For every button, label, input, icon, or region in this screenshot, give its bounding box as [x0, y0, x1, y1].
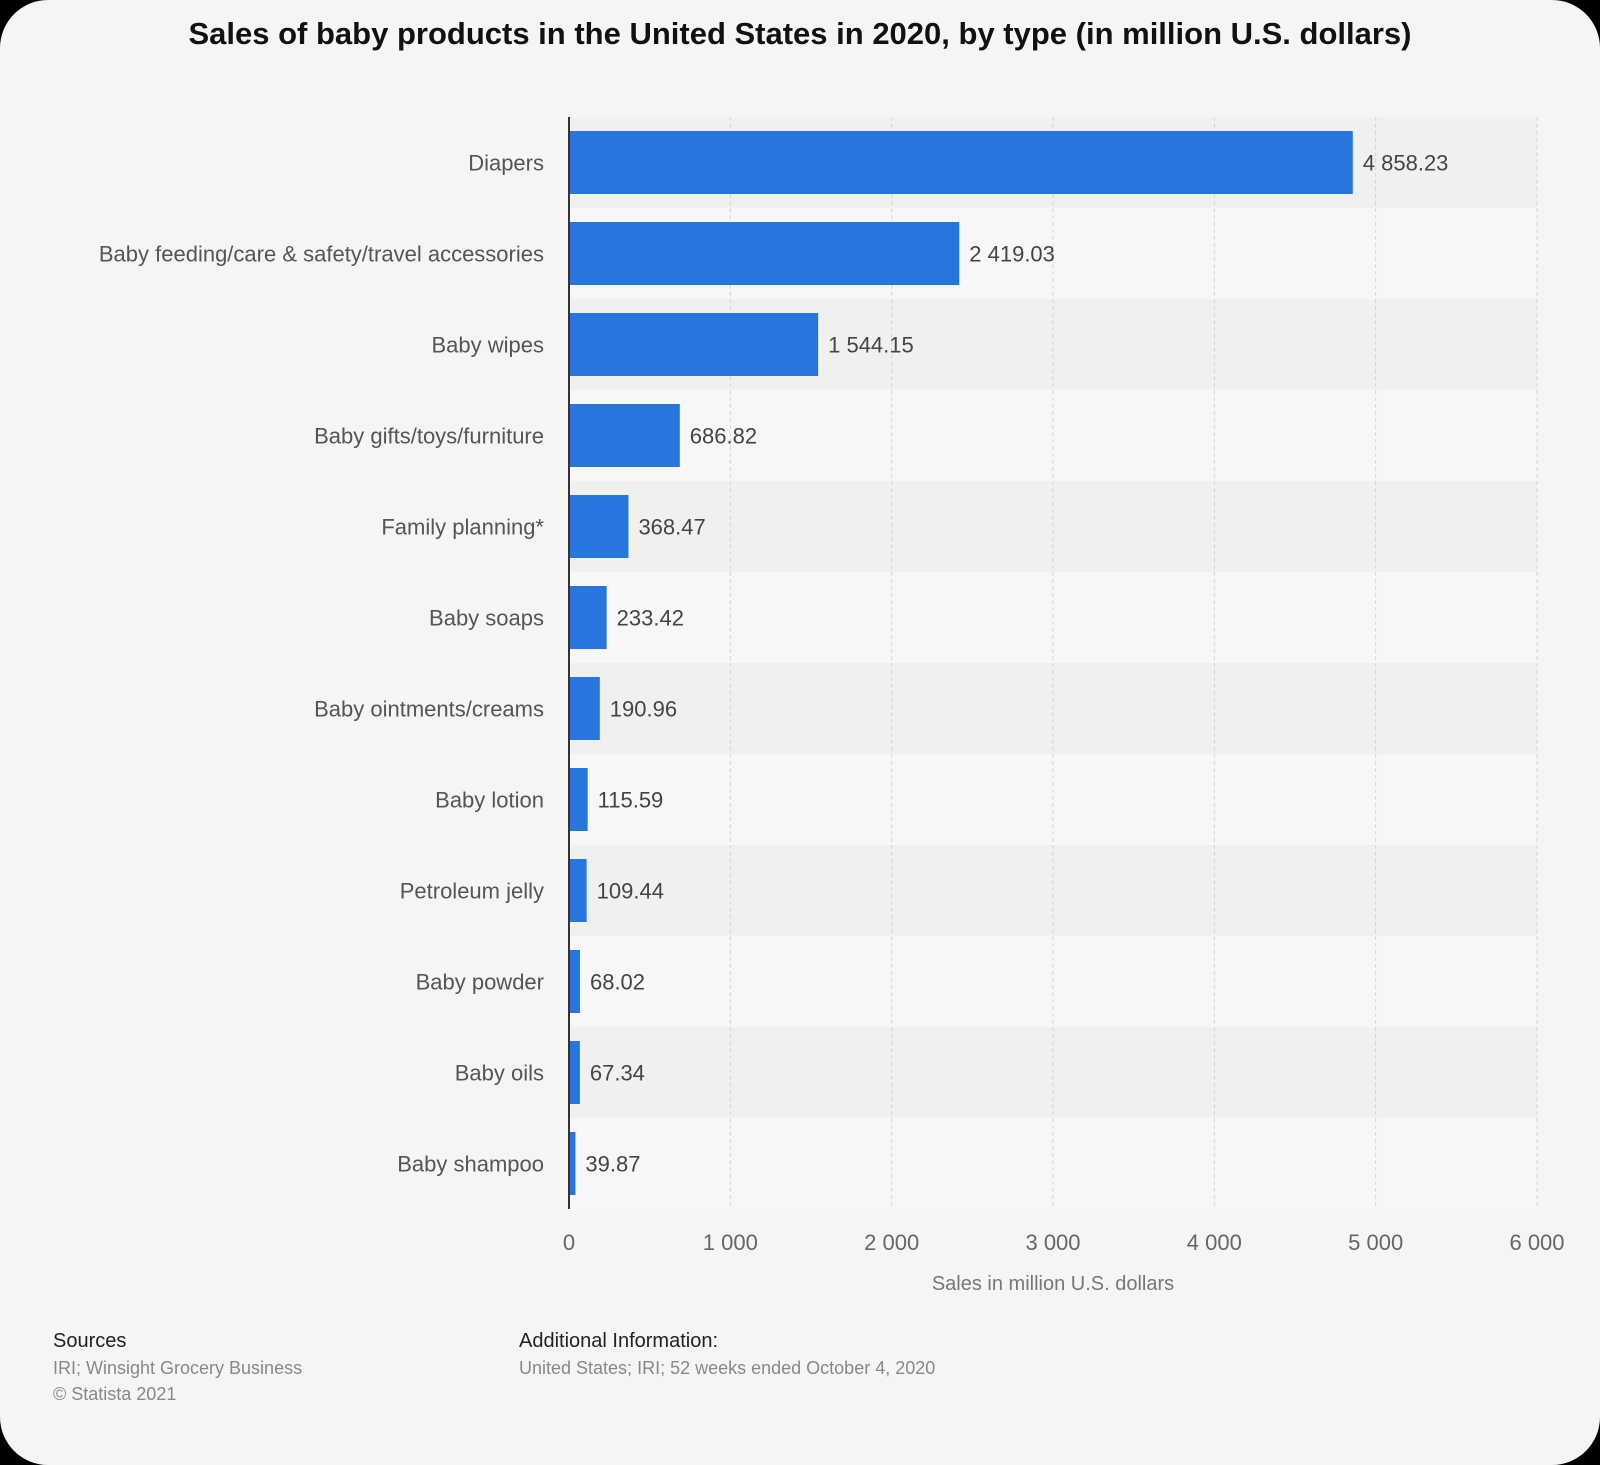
bar [569, 495, 629, 558]
category-label: Family planning* [381, 515, 544, 540]
bar [569, 404, 680, 467]
category-label: Baby ointments/creams [314, 697, 544, 722]
category-label: Baby wipes [431, 333, 544, 358]
bar [569, 131, 1353, 194]
x-tick-label: 6 000 [1509, 1230, 1564, 1255]
bar [569, 1132, 576, 1195]
category-label: Petroleum jelly [400, 879, 544, 904]
chart-title: Sales of baby products in the United Sta… [188, 16, 1412, 51]
value-label: 190.96 [610, 697, 677, 722]
value-label: 686.82 [690, 424, 757, 449]
bar [569, 313, 819, 376]
bar [569, 768, 588, 831]
bar [569, 859, 587, 922]
bar [569, 222, 960, 285]
bar [569, 950, 580, 1013]
copyright-text: © Statista 2021 [53, 1384, 177, 1404]
value-label: 2 419.03 [969, 242, 1055, 267]
x-axis-title: Sales in million U.S. dollars [932, 1273, 1174, 1295]
category-label: Baby feeding/care & safety/travel access… [99, 242, 544, 267]
value-label: 368.47 [638, 515, 705, 540]
category-label: Diapers [468, 151, 544, 176]
bar [569, 1041, 580, 1104]
value-label: 233.42 [617, 606, 684, 631]
sources-text: IRI; Winsight Grocery Business [53, 1358, 303, 1378]
value-label: 4 858.23 [1363, 151, 1449, 176]
category-label: Baby powder [416, 970, 544, 995]
sources-heading: Sources [53, 1330, 127, 1352]
additional-info-text: United States; IRI; 52 weeks ended Octob… [519, 1358, 936, 1378]
value-label: 1 544.15 [828, 333, 914, 358]
category-label: Baby lotion [435, 788, 544, 813]
additional-info-heading: Additional Information: [519, 1330, 719, 1352]
category-label: Baby shampoo [397, 1152, 544, 1177]
bar [569, 586, 607, 649]
x-tick-label: 0 [563, 1230, 575, 1255]
category-label: Baby oils [455, 1061, 544, 1086]
value-label: 39.87 [585, 1152, 640, 1177]
value-label: 68.02 [590, 970, 645, 995]
x-tick-label: 5 000 [1348, 1230, 1403, 1255]
x-tick-label: 1 000 [703, 1230, 758, 1255]
value-label: 109.44 [597, 879, 664, 904]
x-tick-label: 3 000 [1025, 1230, 1080, 1255]
value-label: 115.59 [598, 788, 664, 813]
category-label: Baby gifts/toys/furniture [314, 424, 544, 449]
x-tick-label: 2 000 [864, 1230, 919, 1255]
value-label: 67.34 [590, 1061, 645, 1086]
category-label: Baby soaps [429, 606, 544, 631]
x-tick-label: 4 000 [1187, 1230, 1242, 1255]
bar [569, 677, 600, 740]
